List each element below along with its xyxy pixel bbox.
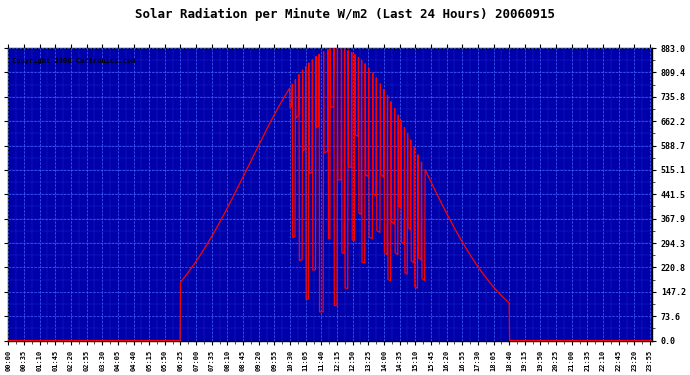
Text: Solar Radiation per Minute W/m2 (Last 24 Hours) 20060915: Solar Radiation per Minute W/m2 (Last 24… bbox=[135, 8, 555, 21]
Text: Copyright 2006 Cartronics.com: Copyright 2006 Cartronics.com bbox=[12, 57, 135, 64]
